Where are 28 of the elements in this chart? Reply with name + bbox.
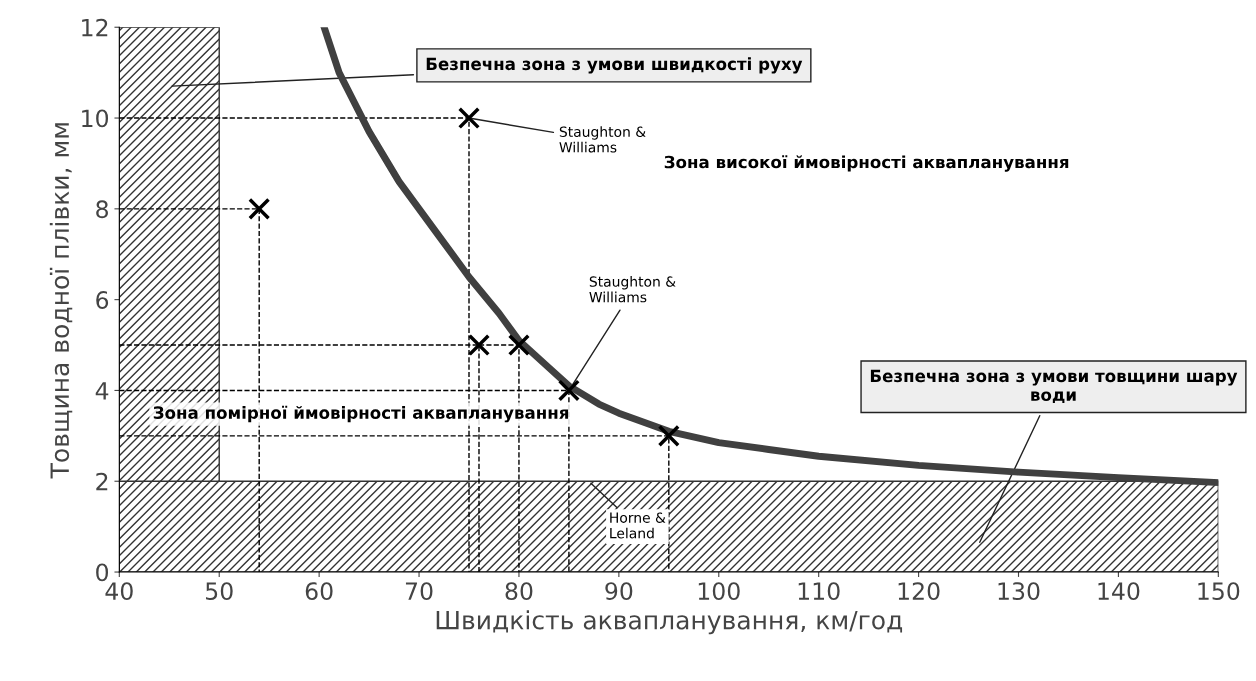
annotation: Зона помірної ймовірності аквапланування (153, 405, 569, 423)
x-tick-label: 130 (998, 582, 1040, 601)
x-tick-label: 120 (898, 582, 940, 601)
x-tick-label: 80 (505, 582, 533, 601)
y-tick-label: 12 (82, 18, 108, 37)
y-tick-label: 0 (96, 563, 109, 582)
x-axis-title: Швидкість аквапланування, км/год (436, 610, 903, 635)
y-tick-label: 8 (96, 200, 108, 219)
y-tick-label: 4 (95, 382, 109, 400)
band-label: Безпечна зона з умови швидкості руху (426, 57, 803, 74)
x-tick-label: 110 (798, 582, 840, 601)
x-tick-label: 70 (405, 582, 433, 601)
annotation: Staughton & Williams (589, 276, 676, 303)
x-tick-label: 150 (1198, 582, 1240, 601)
annotation: Зона високої ймовірності аквапланування (664, 155, 1069, 172)
annotation: Staughton & Williams (559, 126, 646, 153)
annotation: Horne & Leland (610, 512, 666, 539)
x-tick-label: 50 (206, 582, 233, 601)
x-tick-label: 60 (305, 582, 333, 601)
x-tick-label: 90 (605, 582, 633, 601)
x-tick-label: 140 (1098, 582, 1140, 601)
y-axis-title: Товщина водної плівки, мм (49, 123, 73, 479)
y-tick-label: 10 (82, 109, 109, 128)
x-tick-label: 100 (698, 582, 740, 601)
y-tick-label: 6 (96, 291, 109, 309)
band-label: Безпечна зона з умови товщини шару води (870, 369, 1238, 404)
y-tick-label: 2 (96, 472, 108, 491)
x-tick-label: 40 (105, 582, 133, 601)
